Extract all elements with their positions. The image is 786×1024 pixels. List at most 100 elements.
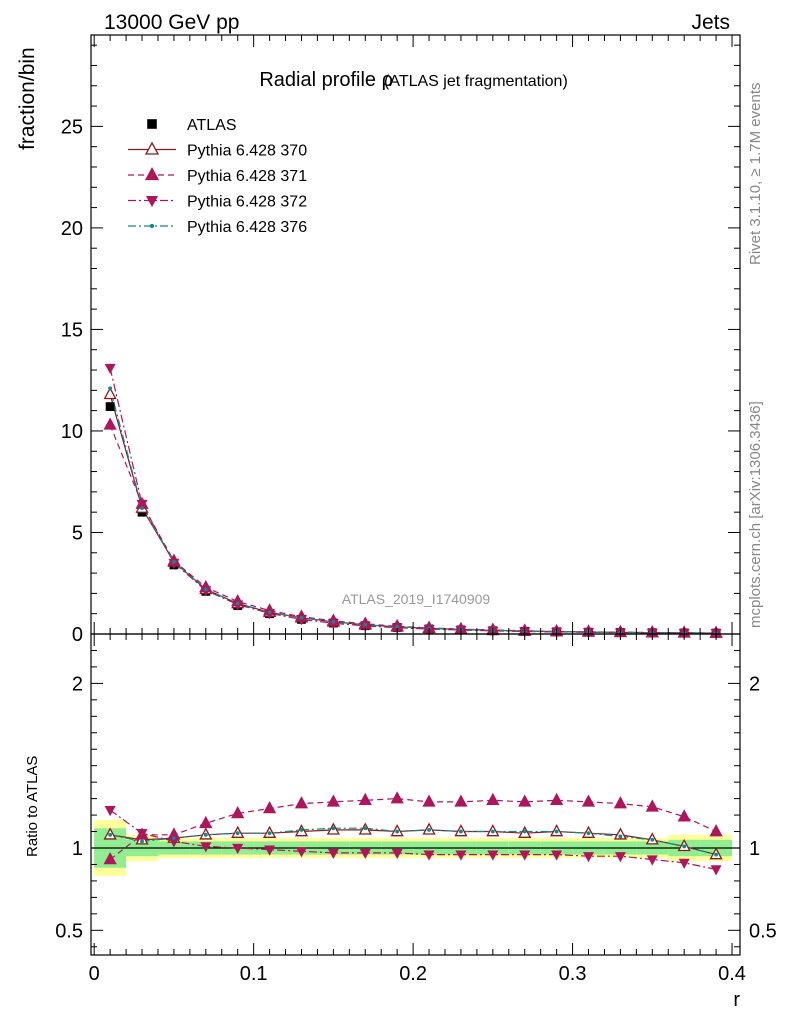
ratio-point-s2-17 <box>646 855 658 866</box>
ratio-series-line-2 <box>109 809 717 870</box>
rivet-version-label: Rivet 3.1.10, ≥ 1.7M events <box>747 83 764 266</box>
ratio-point-s3-11 <box>459 829 463 834</box>
ratio-point-s3-8 <box>363 826 368 831</box>
ratio-point-s1-10 <box>422 794 436 807</box>
ratio-point-s2-4 <box>232 843 244 855</box>
x-tick-label: 0 <box>89 963 100 985</box>
main-point-s2-0 <box>103 417 117 430</box>
legend-label: Pythia 6.428 372 <box>187 194 307 211</box>
ratio-point-s2-2 <box>168 837 180 848</box>
ratio-point-s1-18 <box>677 809 691 822</box>
ratio-point-s1-13 <box>518 794 532 807</box>
ratio-point-s1-7 <box>326 794 340 807</box>
ratio-point-s2-1 <box>136 829 148 840</box>
ratio-point-s3-9 <box>395 829 400 834</box>
legend-label: Pythia 6.428 376 <box>187 219 307 236</box>
ratio-point-s2-18 <box>678 858 690 869</box>
ratio-y-tick-label: 2 <box>72 673 83 695</box>
legend-item: ATLAS <box>147 117 237 134</box>
main-point-s4-3 <box>203 587 208 592</box>
main-point-s3-7 <box>327 619 339 630</box>
ratio-point-s2-12 <box>487 850 499 861</box>
main-point-s4-8 <box>363 622 368 627</box>
ratio-point-s3-7 <box>331 826 336 831</box>
main-point-s3-1 <box>136 499 148 511</box>
ratio-point-s2-5 <box>264 845 276 856</box>
ratio-point-s2-10 <box>423 850 435 861</box>
ratio-point-s1-17 <box>645 799 659 812</box>
ratio-point-s2-7 <box>327 848 339 859</box>
main-point-s4-4 <box>235 601 240 606</box>
ratio-y-tick-label: 1 <box>72 838 83 860</box>
main-point-s3-0 <box>104 363 116 375</box>
ratio-point-s0-16 <box>613 827 627 840</box>
ratio-point-s3-14 <box>554 829 559 834</box>
ratio-point-s3-15 <box>586 831 591 836</box>
legend-label: ATLAS <box>187 117 237 134</box>
x-tick-label: 0.1 <box>240 963 268 985</box>
legend-marker <box>147 119 157 129</box>
ratio-point-s3-12 <box>490 829 495 834</box>
ratio-point-s3-1 <box>140 839 144 844</box>
ratio-frame <box>90 633 741 956</box>
ratio-series-line-1 <box>109 797 717 860</box>
ratio-point-s1-9 <box>390 791 404 804</box>
legend-item: Pythia 6.428 371 <box>128 167 307 185</box>
ratio-series-markers <box>103 791 723 876</box>
ratio-point-s2-0 <box>104 806 116 817</box>
x-tick-label: 0.4 <box>718 963 746 985</box>
mcplots-source-label: mcplots.cern.ch [arXiv:1306.3436] <box>747 401 764 628</box>
ratio-point-s3-2 <box>171 836 176 841</box>
main-point-s4-2 <box>171 559 176 564</box>
ratio-point-s1-16 <box>613 796 627 809</box>
ratio-point-s2-13 <box>519 850 531 861</box>
legend: ATLAS Pythia 6.428 370 Pythia 6.428 371 Pyt… <box>128 117 307 236</box>
ratio-point-s1-6 <box>294 796 309 809</box>
ratio-point-s3-4 <box>235 831 240 836</box>
x-axis-label: r <box>733 989 740 1011</box>
ratio-y-tick-label-right: 1 <box>749 838 760 860</box>
ratio-point-s1-15 <box>581 794 596 807</box>
legend-marker <box>144 167 160 181</box>
ratio-point-s1-0 <box>103 852 117 865</box>
ratio-point-s3-18 <box>682 844 687 849</box>
main-panel: 0 5 10 15 20 25 ATLAS_2019_I1740909 Radial pr… <box>16 34 741 646</box>
main-point-s4-9 <box>395 624 400 629</box>
ratio-series-lines <box>109 797 717 870</box>
legend-marker <box>144 141 160 155</box>
ratio-point-s3-19 <box>714 852 719 857</box>
ratio-panel: 0.5 0.5 1 1 2 2 0 0.1 0.2 0.3 0.4 Ratio to ATLAS r <box>24 633 777 1011</box>
x-tick-label: 0.3 <box>559 963 587 985</box>
legend-marker <box>149 223 155 229</box>
main-title: Radial profile ρ <box>259 69 393 91</box>
main-point-s3-8 <box>359 621 371 632</box>
ratio-point-s2-19 <box>710 865 722 876</box>
main-point-s4-5 <box>267 610 272 615</box>
ratio-point-s1-19 <box>709 824 723 837</box>
ratio-point-s2-9 <box>391 848 403 859</box>
header-left: 13000 GeV pp <box>104 11 239 34</box>
legend-label: Pythia 6.428 371 <box>187 168 307 185</box>
ratio-point-s3-5 <box>267 831 272 836</box>
ratio-point-s2-15 <box>583 852 595 863</box>
x-tick-label: 0.2 <box>399 963 427 985</box>
header-right: Jets <box>691 11 730 34</box>
ratio-point-s2-8 <box>359 848 371 859</box>
ratio-axes <box>91 634 740 955</box>
ratio-point-s3-13 <box>522 829 527 834</box>
ratio-point-s2-16 <box>614 852 626 863</box>
legend-item: Pythia 6.428 376 <box>128 219 307 236</box>
ratio-series-line-3 <box>109 827 717 856</box>
ratio-y-tick-label-right: 0.5 <box>749 920 777 942</box>
ratio-point-s2-14 <box>551 850 563 861</box>
ratio-ylabel: Ratio to ATLAS <box>24 756 41 857</box>
main-subtitle: (ATLAS jet fragmentation) <box>384 73 568 90</box>
main-point-s3-5 <box>264 609 276 620</box>
main-point-s0-0 <box>105 402 115 411</box>
ratio-point-s1-11 <box>454 794 468 807</box>
legend-item: Pythia 6.428 370 <box>128 141 307 160</box>
main-y-tick-label: 20 <box>61 218 83 240</box>
ratio-point-s1-12 <box>486 792 500 806</box>
main-ylabel: fraction/bin <box>16 47 39 150</box>
